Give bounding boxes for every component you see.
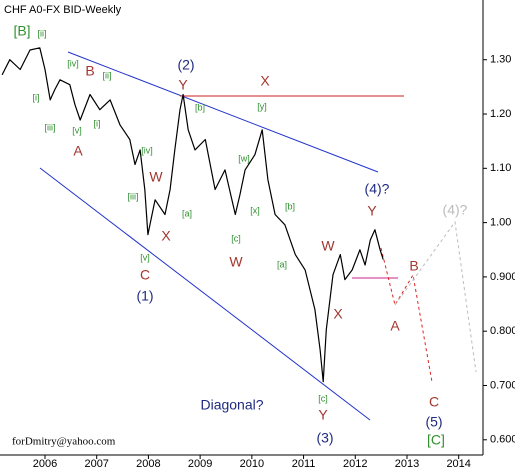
wave-label: (1) xyxy=(136,288,153,304)
wave-label: C xyxy=(429,394,439,410)
wave-label: Y xyxy=(178,77,188,93)
wave-label: B xyxy=(85,63,94,79)
x-tick-label: 2006 xyxy=(33,458,57,470)
wave-label: (3) xyxy=(316,430,333,446)
footer: forDmitry@yahoo.com xyxy=(12,436,116,448)
wave-label: W xyxy=(229,254,243,270)
wave-label: Y xyxy=(367,203,377,219)
x-tick-label: 2014 xyxy=(446,458,470,470)
wave-label: Y xyxy=(318,407,328,423)
x-tick-label: 2007 xyxy=(84,458,108,470)
chart-title: CHF A0-FX BID-Weekly xyxy=(4,4,122,16)
wave-label: [c] xyxy=(231,233,241,243)
x-tick-label: 2012 xyxy=(343,458,367,470)
wave-label: (4)? xyxy=(443,202,468,218)
wave-label: [i] xyxy=(93,118,100,128)
y-tick-label: 1.10 xyxy=(490,162,511,174)
wave-label: (2) xyxy=(177,57,194,73)
y-tick-label: 0.900 xyxy=(490,271,515,283)
y-tick-label: 0.600 xyxy=(490,434,515,446)
wave-label: A xyxy=(390,318,400,334)
wave-label: C xyxy=(140,267,150,283)
wave-label: [B] xyxy=(13,23,30,39)
wave-label: [w] xyxy=(238,153,250,163)
y-tick-label: 1.00 xyxy=(490,217,511,229)
wave-label: [x] xyxy=(250,205,260,215)
wave-label: [y] xyxy=(257,101,267,111)
x-tick-label: 2009 xyxy=(188,458,212,470)
wave-label: [iii] xyxy=(45,122,56,132)
x-tick-label: 2011 xyxy=(292,458,316,470)
wave-label: [v] xyxy=(140,252,150,262)
wave-label: W xyxy=(149,169,163,185)
wave-label: X xyxy=(161,228,171,244)
price-line xyxy=(1,47,384,383)
wave-label: [iii] xyxy=(128,191,139,201)
wave-label: [a] xyxy=(182,208,192,218)
wave-label: (4)? xyxy=(365,181,390,197)
y-tick-label: 0.700 xyxy=(490,379,515,391)
wave-label: [v] xyxy=(72,125,82,135)
wave-label: [b] xyxy=(195,102,205,112)
x-tick-label: 2010 xyxy=(240,458,264,470)
x-tick-label: 2013 xyxy=(395,458,419,470)
trend-line xyxy=(67,51,379,173)
y-tick-label: 0.800 xyxy=(490,325,515,337)
x-tick-label: 2008 xyxy=(136,458,160,470)
wave-label: B xyxy=(409,258,418,274)
wave-label: [a] xyxy=(277,259,287,269)
wave-label: W xyxy=(321,238,335,254)
trend-line xyxy=(39,167,371,421)
y-tick-label: 1.30 xyxy=(490,54,511,66)
y-tick-label: 1.20 xyxy=(490,108,511,120)
wave-label: [ii] xyxy=(38,28,47,38)
wave-label: (5) xyxy=(425,414,442,430)
wave-label: [iv] xyxy=(67,58,79,68)
wave-label: A xyxy=(73,143,83,159)
wave-label: [i] xyxy=(32,92,39,102)
wave-label: Diagonal? xyxy=(200,397,263,413)
wave-label: [c] xyxy=(318,393,328,403)
wave-label: [b] xyxy=(285,201,295,211)
wave-label: [iv] xyxy=(141,145,153,155)
wave-label: X xyxy=(260,73,270,89)
wave-label: X xyxy=(333,306,343,322)
forecast-line xyxy=(394,220,477,373)
wave-label: [C] xyxy=(427,432,445,448)
wave-label: [ii] xyxy=(103,70,112,80)
